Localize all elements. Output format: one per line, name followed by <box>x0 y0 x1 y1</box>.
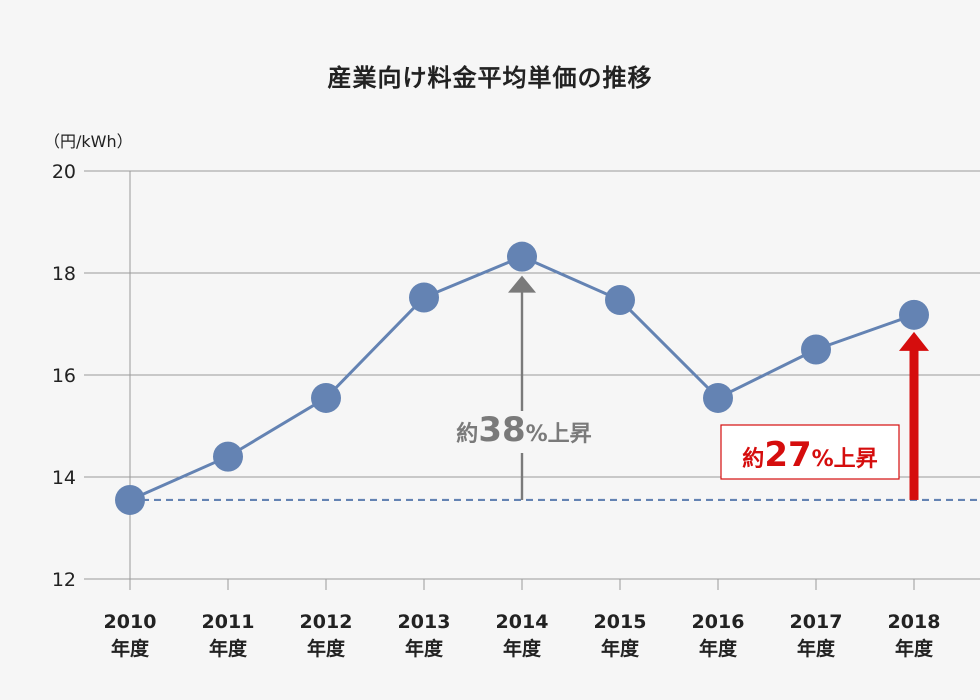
data-point <box>213 441 243 472</box>
x-tick-label-suffix: 年度 <box>797 637 836 660</box>
y-tick-label: 20 <box>52 161 76 183</box>
y-tick-label: 12 <box>52 569 76 591</box>
x-tick-label-suffix: 年度 <box>111 637 150 660</box>
increase-arrowhead-gray <box>508 275 536 293</box>
x-tick-label-suffix: 年度 <box>601 637 640 660</box>
y-tick-label: 14 <box>52 467 76 489</box>
data-point <box>507 241 537 272</box>
x-tick-label-suffix: 年度 <box>405 637 444 660</box>
x-tick-label-suffix: 年度 <box>307 637 346 660</box>
x-tick-label-year: 2017 <box>790 611 843 633</box>
x-tick-label-year: 2012 <box>300 611 353 633</box>
increase-arrow-shaft-red <box>909 348 919 500</box>
annotation-label-box-red <box>720 424 900 480</box>
annotation-label-bg-gray <box>446 411 602 453</box>
y-tick-label: 16 <box>52 365 76 387</box>
annotation-label-gray: 約38%上昇 <box>456 410 591 450</box>
x-tick-label-suffix: 年度 <box>699 637 738 660</box>
x-tick-label-year: 2016 <box>692 611 745 633</box>
data-point <box>801 334 831 365</box>
x-tick-label-year: 2015 <box>594 611 647 633</box>
data-point <box>409 282 439 313</box>
x-tick-label-suffix: 年度 <box>209 637 248 660</box>
data-point <box>899 299 929 330</box>
annotation-label-red: 約27%上昇 <box>742 435 877 475</box>
chart-title: 産業向け料金平均単価の推移 <box>327 64 653 92</box>
data-point <box>605 285 635 316</box>
y-axis-unit-label: （円/kWh） <box>44 132 133 151</box>
x-tick-label-year: 2018 <box>888 611 941 633</box>
y-tick-label: 18 <box>52 263 76 285</box>
data-point <box>703 382 733 413</box>
x-tick-label-year: 2013 <box>398 611 451 633</box>
x-tick-label-suffix: 年度 <box>895 637 934 660</box>
data-point <box>115 484 145 515</box>
increase-arrowhead-red <box>899 331 929 351</box>
x-tick-label-year: 2011 <box>202 611 255 633</box>
x-tick-label-year: 2014 <box>496 611 549 633</box>
x-tick-label-suffix: 年度 <box>503 637 542 660</box>
data-point <box>311 382 341 413</box>
x-tick-label-year: 2010 <box>104 611 157 633</box>
